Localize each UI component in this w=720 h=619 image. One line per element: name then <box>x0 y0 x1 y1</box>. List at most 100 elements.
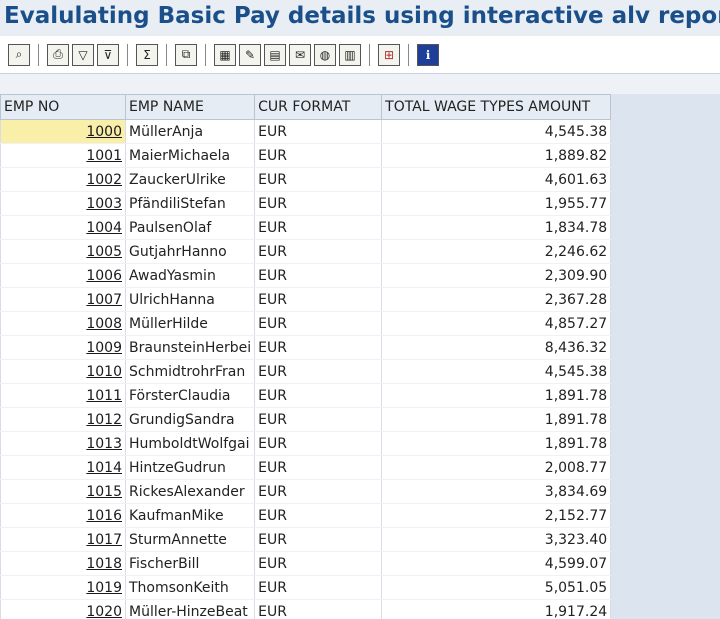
column-header-cur-format[interactable]: CUR FORMAT <box>254 94 383 120</box>
emp-name-cell: Müller-HinzeBeat <box>124 599 256 619</box>
table-row[interactable]: 1014 HintzeGudrun EUR 2,008.77 <box>0 455 612 480</box>
emp-name-cell: FischerBill <box>124 551 256 576</box>
emp-no-link[interactable]: 1010 <box>0 359 126 384</box>
emp-no-link[interactable]: 1006 <box>0 263 126 288</box>
emp-no-link[interactable]: 1003 <box>0 191 126 216</box>
total-amount-cell: 4,601.63 <box>381 167 612 192</box>
table-row[interactable]: 1017 SturmAnnette EUR 3,323.40 <box>0 527 612 552</box>
emp-no-link[interactable]: 1001 <box>0 143 126 168</box>
total-amount-cell: 1,955.77 <box>381 191 612 216</box>
spreadsheet-icon[interactable]: ▦ <box>214 43 236 66</box>
print-icon[interactable]: ⎙ <box>47 43 69 66</box>
emp-no-link[interactable]: 1005 <box>0 239 126 264</box>
emp-name-cell: PfändiliStefan <box>124 191 256 216</box>
emp-no-link[interactable]: 1007 <box>0 287 126 312</box>
total-amount-cell: 1,891.78 <box>381 407 612 432</box>
table-row[interactable]: 1007 UlrichHanna EUR 2,367.28 <box>0 287 612 312</box>
graphic-icon[interactable]: ▥ <box>339 43 361 66</box>
table-row[interactable]: 1004 PaulsenOlaf EUR 1,834.78 <box>0 215 612 240</box>
total-amount-cell: 3,323.40 <box>381 527 612 552</box>
table-row[interactable]: 1000 MüllerAnja EUR 4,545.38 <box>0 119 612 144</box>
subtotal-icon[interactable]: ⧉ <box>175 43 197 66</box>
toolbar-separator <box>127 43 128 66</box>
table-row[interactable]: 1016 KaufmanMike EUR 2,152.77 <box>0 503 612 528</box>
cur-format-cell: EUR <box>254 527 383 552</box>
search-icon[interactable]: ⌕ <box>8 43 30 66</box>
results-table: EMP NO EMP NAME CUR FORMAT TOTAL WAGE TY… <box>0 94 612 619</box>
table-row[interactable]: 1003 PfändiliStefan EUR 1,955.77 <box>0 191 612 216</box>
filter-icon[interactable]: ▽ <box>72 43 94 66</box>
emp-no-link[interactable]: 1008 <box>0 311 126 336</box>
local-file-icon[interactable]: ▤ <box>264 43 286 66</box>
emp-no-link[interactable]: 1000 <box>0 119 126 144</box>
layout-icon[interactable]: ⊞ <box>378 43 400 66</box>
emp-name-cell: GutjahrHanno <box>124 239 256 264</box>
abc-analysis-icon[interactable]: ◍ <box>314 43 336 66</box>
table-row[interactable]: 1012 GrundigSandra EUR 1,891.78 <box>0 407 612 432</box>
emp-name-cell: ThomsonKeith <box>124 575 256 600</box>
total-amount-cell: 2,246.62 <box>381 239 612 264</box>
table-row[interactable]: 1010 SchmidtrohrFran EUR 4,545.38 <box>0 359 612 384</box>
emp-name-cell: GrundigSandra <box>124 407 256 432</box>
sum-icon[interactable]: Σ <box>136 43 158 66</box>
toolbar-separator <box>166 43 167 66</box>
emp-name-cell: BraunsteinHerbei <box>124 335 256 360</box>
table-row[interactable]: 1008 MüllerHilde EUR 4,857.27 <box>0 311 612 336</box>
emp-name-cell: HintzeGudrun <box>124 455 256 480</box>
emp-no-link[interactable]: 1012 <box>0 407 126 432</box>
emp-no-link[interactable]: 1020 <box>0 599 126 619</box>
emp-no-link[interactable]: 1013 <box>0 431 126 456</box>
emp-name-cell: HumboldtWolfgai <box>124 431 256 456</box>
total-amount-cell: 2,367.28 <box>381 287 612 312</box>
cur-format-cell: EUR <box>254 503 383 528</box>
cur-format-cell: EUR <box>254 335 383 360</box>
table-row[interactable]: 1009 BraunsteinHerbei EUR 8,436.32 <box>0 335 612 360</box>
emp-no-link[interactable]: 1014 <box>0 455 126 480</box>
total-amount-cell: 4,545.38 <box>381 359 612 384</box>
table-row[interactable]: 1018 FischerBill EUR 4,599.07 <box>0 551 612 576</box>
delete-filter-icon[interactable]: ⊽ <box>97 43 119 66</box>
emp-no-link[interactable]: 1019 <box>0 575 126 600</box>
total-amount-cell: 4,599.07 <box>381 551 612 576</box>
column-header-emp-no[interactable]: EMP NO <box>0 94 126 120</box>
cur-format-cell: EUR <box>254 287 383 312</box>
table-row[interactable]: 1011 FörsterClaudia EUR 1,891.78 <box>0 383 612 408</box>
table-row[interactable]: 1006 AwadYasmin EUR 2,309.90 <box>0 263 612 288</box>
cur-format-cell: EUR <box>254 551 383 576</box>
total-amount-cell: 2,309.90 <box>381 263 612 288</box>
emp-no-link[interactable]: 1004 <box>0 215 126 240</box>
emp-no-link[interactable]: 1018 <box>0 551 126 576</box>
table-row[interactable]: 1019 ThomsonKeith EUR 5,051.05 <box>0 575 612 600</box>
total-amount-cell: 1,834.78 <box>381 215 612 240</box>
cur-format-cell: EUR <box>254 383 383 408</box>
alv-toolbar: ⌕ ⎙ ▽ ⊽ Σ ⧉ ▦ ✎ ▤ ✉ ◍ ▥ ⊞ ℹ <box>0 36 720 74</box>
emp-no-link[interactable]: 1011 <box>0 383 126 408</box>
table-row[interactable]: 1013 HumboldtWolfgai EUR 1,891.78 <box>0 431 612 456</box>
table-row[interactable]: 1020 Müller-HinzeBeat EUR 1,917.24 <box>0 599 612 619</box>
toolbar-separator <box>408 43 409 66</box>
alv-grid: EMP NO EMP NAME CUR FORMAT TOTAL WAGE TY… <box>0 94 720 619</box>
emp-no-link[interactable]: 1015 <box>0 479 126 504</box>
table-row[interactable]: 1015 RickesAlexander EUR 3,834.69 <box>0 479 612 504</box>
total-amount-cell: 2,008.77 <box>381 455 612 480</box>
word-processing-icon[interactable]: ✎ <box>239 43 261 66</box>
emp-no-link[interactable]: 1009 <box>0 335 126 360</box>
table-row[interactable]: 1005 GutjahrHanno EUR 2,246.62 <box>0 239 612 264</box>
emp-name-cell: UlrichHanna <box>124 287 256 312</box>
table-row[interactable]: 1001 MaierMichaela EUR 1,889.82 <box>0 143 612 168</box>
total-amount-cell: 5,051.05 <box>381 575 612 600</box>
mail-icon[interactable]: ✉ <box>289 43 311 66</box>
emp-name-cell: MüllerAnja <box>124 119 256 144</box>
column-header-total-wage[interactable]: TOTAL WAGE TYPES AMOUNT <box>381 94 612 120</box>
total-amount-cell: 4,545.38 <box>381 119 612 144</box>
emp-no-link[interactable]: 1017 <box>0 527 126 552</box>
information-icon[interactable]: ℹ <box>417 43 439 66</box>
table-row[interactable]: 1002 ZauckerUlrike EUR 4,601.63 <box>0 167 612 192</box>
column-header-emp-name[interactable]: EMP NAME <box>124 94 256 120</box>
cur-format-cell: EUR <box>254 599 383 619</box>
emp-no-link[interactable]: 1002 <box>0 167 126 192</box>
emp-no-link[interactable]: 1016 <box>0 503 126 528</box>
cur-format-cell: EUR <box>254 239 383 264</box>
emp-name-cell: AwadYasmin <box>124 263 256 288</box>
total-amount-cell: 4,857.27 <box>381 311 612 336</box>
